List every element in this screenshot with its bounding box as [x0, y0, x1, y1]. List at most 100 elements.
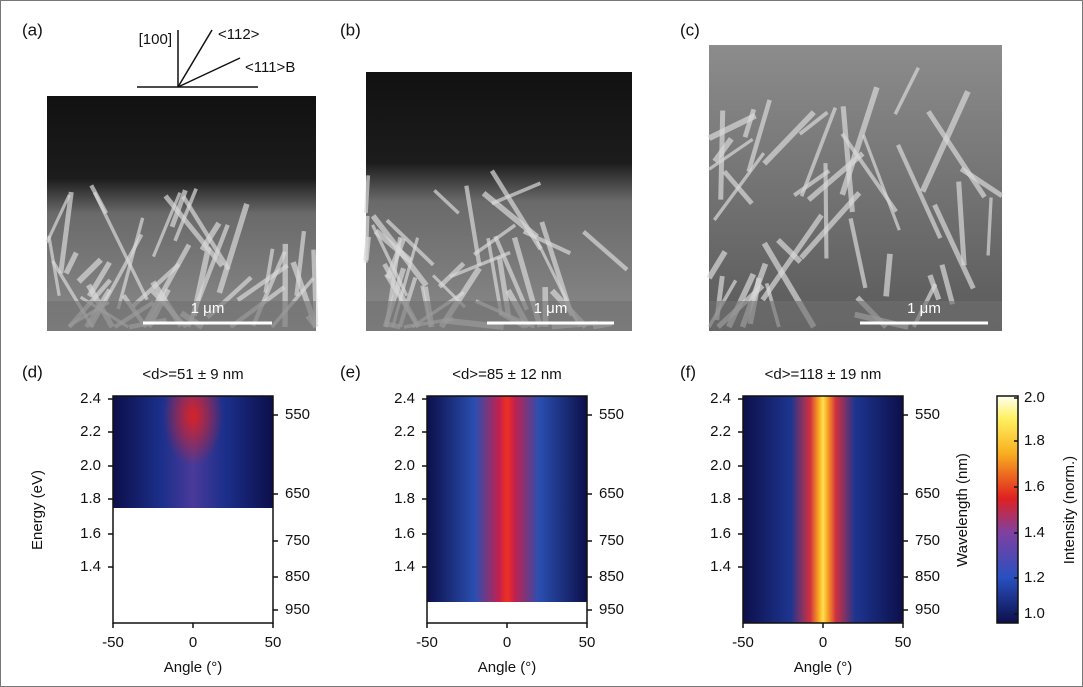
nanowire [919, 90, 971, 193]
panel-title: <d>=85 ± 12 nm [452, 366, 562, 383]
nanowire [895, 143, 943, 240]
colorbar-tick-label: 2.0 [1024, 389, 1045, 406]
nanowire [173, 188, 198, 242]
y-tick-label: 1.4 [80, 558, 101, 575]
colorbar-label: Intensity (norm.) [1061, 456, 1078, 564]
scale-bar-label: 1 μm [191, 300, 225, 317]
nanowire [294, 230, 307, 296]
panel-title: <d>=118 ± 19 nm [765, 366, 882, 383]
y-tick-label: 1.8 [710, 490, 731, 507]
nanowire [58, 191, 74, 274]
x-tick-label: -50 [102, 634, 124, 651]
colorbar-tick-label: 1.0 [1024, 605, 1045, 622]
nanowire [151, 192, 182, 258]
nanowire [939, 264, 955, 305]
y-tick-label: 1.6 [80, 525, 101, 542]
scale-bar-label: 1 μm [907, 300, 941, 317]
nanowire [116, 217, 145, 310]
x-tick-label: 0 [819, 634, 827, 651]
nanowire [806, 151, 865, 202]
y2-axis-label: Wavelength (nm) [954, 453, 971, 567]
y2-tick-label: 950 [915, 601, 940, 618]
nanowire [163, 194, 225, 268]
x-tick-label: -50 [416, 634, 438, 651]
y-tick-label: 1.6 [710, 525, 731, 542]
nanowire [364, 175, 371, 214]
nanowire [373, 228, 413, 264]
y-tick-label: 2.4 [710, 390, 731, 407]
nanowire [893, 66, 920, 115]
panel-label: (c) [680, 20, 700, 39]
nanowire [932, 203, 976, 290]
y2-tick-label: 750 [285, 532, 310, 549]
nanowire [799, 191, 862, 260]
y-tick-label: 2.4 [394, 390, 415, 407]
y2-tick-label: 550 [915, 406, 940, 423]
nanowire [491, 181, 542, 206]
y2-tick-label: 650 [285, 485, 310, 502]
nanowire [848, 217, 868, 289]
nanowire [181, 195, 231, 271]
heatmap [743, 396, 903, 623]
scale-bar-label: 1 μm [534, 300, 568, 317]
nanowire [926, 110, 987, 199]
heatmap-hotspot [163, 396, 223, 496]
y2-tick-label: 850 [915, 568, 940, 585]
colorbar [996, 395, 1019, 624]
y-tick-label: 1.8 [80, 490, 101, 507]
nanowire [722, 169, 754, 206]
nanowire [883, 253, 893, 297]
nanowire [236, 263, 289, 302]
nanowire [959, 166, 1004, 198]
panel-label: (a) [22, 20, 43, 39]
substrate [47, 301, 316, 331]
nanowire [956, 181, 967, 266]
nanowire [263, 248, 275, 293]
nanowire [45, 194, 71, 243]
y2-tick-label: 950 [285, 601, 310, 618]
nanowire [216, 203, 250, 294]
nanowire [798, 110, 829, 136]
substrate [366, 301, 632, 331]
nanowire [433, 189, 460, 215]
nanowire [793, 169, 831, 197]
panel-label: (f) [680, 362, 696, 381]
y2-tick-label: 950 [599, 601, 624, 618]
nanowire [582, 230, 629, 272]
colorbar-tick-label: 1.2 [1024, 569, 1045, 586]
x-axis-label: Angle (°) [794, 659, 853, 676]
y-tick-label: 1.8 [394, 490, 415, 507]
crystal-axes [137, 29, 258, 88]
y2-tick-label: 850 [599, 568, 624, 585]
x-tick-label: 0 [189, 634, 197, 651]
nanowire [823, 163, 829, 259]
axis-label: [100] [139, 31, 172, 48]
y-tick-label: 2.2 [80, 423, 101, 440]
nanowire [364, 215, 370, 263]
y-tick-label: 2.0 [710, 457, 731, 474]
nanowire [473, 223, 517, 256]
nanowire [712, 137, 734, 164]
y2-tick-label: 550 [285, 406, 310, 423]
y-tick-label: 2.2 [394, 423, 415, 440]
y2-tick-label: 850 [285, 568, 310, 585]
x-tick-label: 50 [579, 634, 596, 651]
y-axis-label: Energy (eV) [29, 470, 46, 550]
y-tick-label: 2.0 [80, 457, 101, 474]
panel-label: (e) [340, 362, 361, 381]
heatmap [427, 396, 587, 602]
y2-tick-label: 750 [599, 532, 624, 549]
y-tick-label: 2.4 [80, 390, 101, 407]
x-tick-label: 50 [895, 634, 912, 651]
y-tick-label: 2.2 [710, 423, 731, 440]
nanowire [437, 261, 466, 289]
colorbar-tick-label: 1.4 [1024, 524, 1045, 541]
substrate [709, 301, 1002, 331]
nanowire [708, 137, 754, 171]
nanowire [63, 251, 79, 275]
nanowire [169, 189, 188, 228]
nanowire [760, 213, 824, 302]
nanowire [776, 238, 803, 264]
x-axis-label: Angle (°) [164, 659, 223, 676]
